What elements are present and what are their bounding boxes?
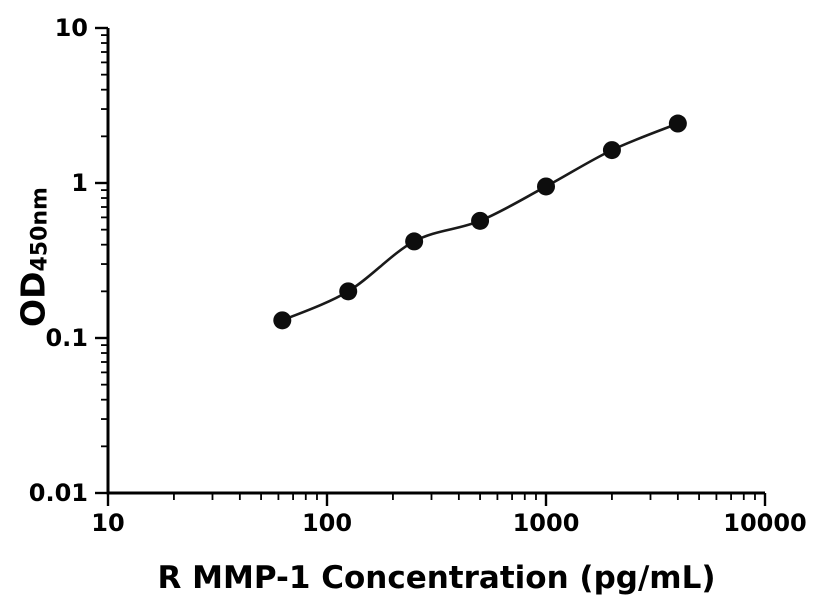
y-axis-title-subscript: 450nm [27,187,53,272]
data-point-marker [471,211,490,230]
y-tick-label: 0.01 [29,479,88,507]
x-tick-label: 100 [302,509,352,537]
x-tick-label: 10 [91,509,124,537]
y-tick-label: 0.1 [45,324,88,352]
y-tick-label: 1 [71,169,88,197]
y-axis-title-main: OD [13,271,53,327]
data-point-marker [339,282,358,301]
axes-frame [106,28,765,495]
data-point-marker [668,114,687,133]
data-point-marker [273,311,292,330]
x-tick-label: 10000 [723,509,807,537]
data-point-marker [537,177,555,196]
y-tick-label: 10 [55,14,88,42]
y-axis-title: OD450nm [14,187,53,327]
data-point-marker [405,232,424,251]
data-point-marker [602,141,621,160]
x-axis-title: R MMP-1 Concentration (pg/mL) [157,560,716,596]
x-tick-label: 1000 [513,509,580,537]
